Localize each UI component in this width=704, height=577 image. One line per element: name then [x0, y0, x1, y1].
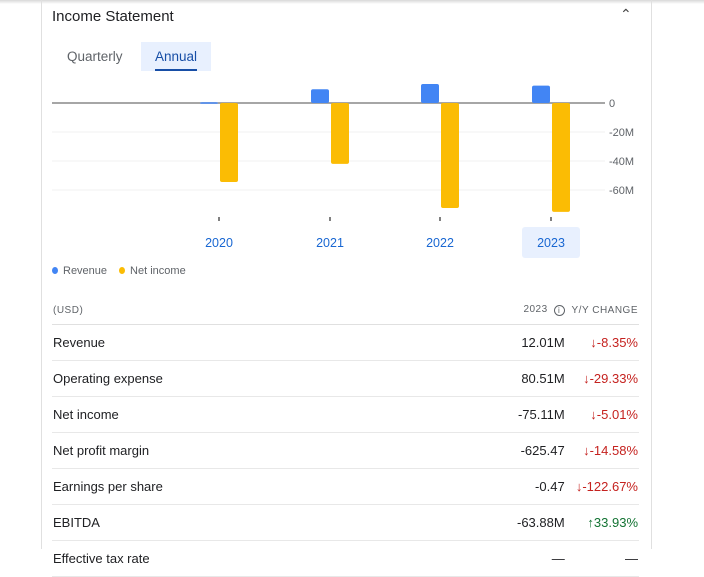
row-change-value: -5.01% — [596, 407, 638, 422]
row-change: ↓-14.58% — [565, 432, 639, 469]
row-label: Effective tax rate — [52, 540, 172, 577]
row-value: -0.47 — [171, 468, 566, 505]
row-change-value: -8.35% — [596, 335, 638, 350]
income-table: (USD) 2023 i Y/Y CHANGE Revenue 12.01M ↓-… — [52, 296, 639, 577]
col-year: 2023 i — [171, 296, 566, 325]
revenue-dot-icon — [52, 267, 58, 274]
row-change: ↑33.93% — [565, 504, 639, 541]
row-change: — — [565, 540, 639, 577]
income-chart: 0 -20M -40M -60M 2020 2021 2022 2023 — [52, 84, 634, 258]
info-icon[interactable]: i — [553, 305, 565, 316]
revenue-bar — [421, 84, 439, 103]
row-change: ↓-29.33% — [565, 360, 639, 397]
arrow-down-icon: ↓ — [590, 407, 597, 422]
row-label: Revenue — [52, 324, 172, 361]
col-change: Y/Y CHANGE — [565, 296, 639, 325]
chart-legend: Revenue Net income — [52, 265, 186, 277]
revenue-bar — [532, 85, 550, 103]
table-row: Effective tax rate — — — [52, 540, 639, 577]
row-label: Earnings per share — [52, 468, 172, 505]
legend-revenue[interactable]: Revenue — [52, 265, 107, 277]
row-label: Net income — [52, 396, 172, 433]
arrow-up-icon: ↑ — [587, 515, 594, 530]
net-income-bar — [331, 103, 349, 164]
y-tick-label: -40M — [609, 156, 634, 168]
arrow-down-icon: ↓ — [590, 335, 597, 350]
card-title: Income Statement — [52, 8, 174, 25]
row-value: -75.11M — [171, 396, 566, 433]
revenue-bar — [311, 89, 329, 103]
legend-net-income-label: Net income — [130, 265, 186, 277]
tab-annual[interactable]: Annual — [141, 42, 211, 71]
y-tick-label: 0 — [609, 98, 615, 110]
arrow-down-icon: ↓ — [583, 443, 590, 458]
x-tick-label[interactable]: 2020 — [205, 236, 233, 250]
arrow-down-icon: ↓ — [575, 479, 583, 494]
chevron-up-icon[interactable]: ⌃ — [620, 6, 632, 22]
row-value: -63.88M — [171, 504, 566, 541]
top-shadow — [0, 0, 704, 4]
row-change: ↓-122.67% — [565, 468, 639, 505]
row-change: ↓-5.01% — [565, 396, 639, 433]
row-change-value: 33.93% — [593, 515, 638, 530]
row-value: -625.47 — [171, 432, 566, 469]
row-change-value: -29.33% — [589, 371, 638, 386]
net-income-bar — [220, 103, 238, 183]
x-tick-label[interactable]: 2023 — [537, 236, 565, 250]
col-currency: (USD) — [52, 296, 172, 325]
revenue-bar — [200, 102, 218, 104]
row-label: EBITDA — [52, 504, 172, 541]
table-row: Earnings per share -0.47 ↓-122.67% — [52, 468, 639, 505]
arrow-down-icon: ↓ — [583, 371, 590, 386]
row-value: 80.51M — [171, 360, 566, 397]
table-row: Revenue 12.01M ↓-8.35% — [52, 324, 639, 361]
net-income-bar — [552, 103, 570, 212]
col-year-label: 2023 — [523, 304, 548, 315]
row-change-value: -14.58% — [589, 443, 638, 458]
income-statement-card — [41, 0, 652, 549]
x-tick-label[interactable]: 2022 — [426, 236, 454, 250]
table-row: EBITDA -63.88M ↑33.93% — [52, 504, 639, 541]
row-label: Net profit margin — [52, 432, 172, 469]
net-income-bar — [441, 103, 459, 208]
x-tick-label[interactable]: 2021 — [316, 236, 344, 250]
selected-category-highlight — [522, 227, 580, 258]
row-value: — — [171, 540, 566, 577]
table-row: Operating expense 80.51M ↓-29.33% — [52, 360, 639, 397]
row-change-value: -122.67% — [582, 479, 638, 494]
tab-quarterly[interactable]: Quarterly — [67, 49, 123, 64]
y-tick-label: -20M — [609, 127, 634, 139]
row-change-value: — — [625, 551, 638, 566]
net-income-dot-icon — [119, 267, 126, 274]
table-row: Net income -75.11M ↓-5.01% — [52, 396, 639, 433]
table-row: Net profit margin -625.47 ↓-14.58% — [52, 432, 639, 469]
legend-revenue-label: Revenue — [63, 265, 108, 277]
legend-net-income[interactable]: Net income — [119, 265, 186, 277]
y-tick-label: -60M — [609, 185, 634, 197]
row-label: Operating expense — [52, 360, 172, 397]
row-change: ↓-8.35% — [565, 324, 639, 361]
row-value: 12.01M — [171, 324, 566, 361]
